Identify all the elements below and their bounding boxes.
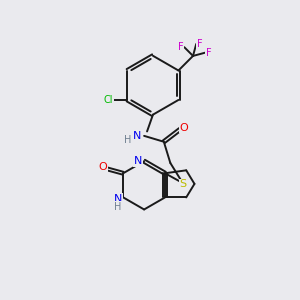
Text: N: N <box>114 194 122 204</box>
Text: S: S <box>179 179 186 190</box>
Text: O: O <box>180 123 188 133</box>
Text: F: F <box>197 39 203 49</box>
Text: O: O <box>98 162 107 172</box>
Text: Cl: Cl <box>104 95 113 105</box>
Text: H: H <box>114 202 122 212</box>
Text: F: F <box>178 42 184 52</box>
Text: H: H <box>124 135 132 145</box>
Text: F: F <box>206 48 211 58</box>
Text: N: N <box>134 156 142 166</box>
Text: N: N <box>133 131 142 141</box>
